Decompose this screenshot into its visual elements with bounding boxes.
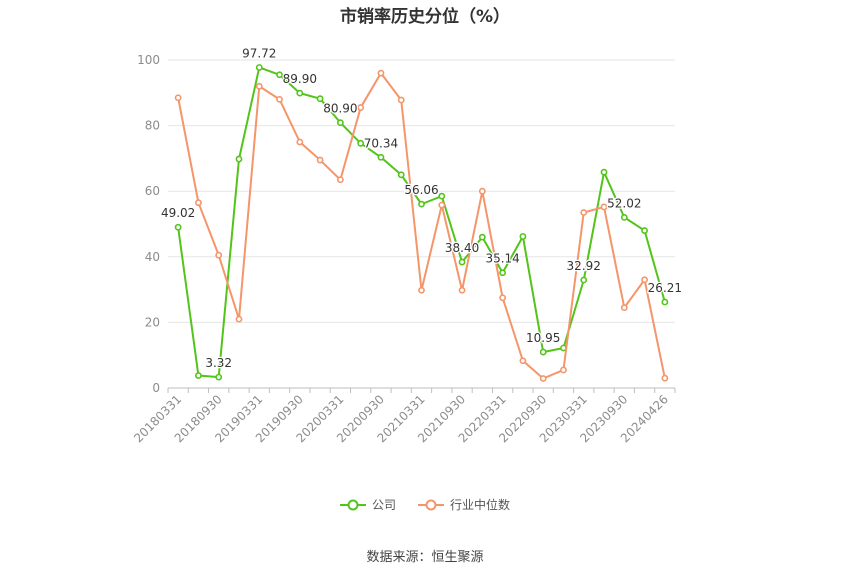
data-point	[458, 258, 466, 266]
data-point	[580, 276, 588, 284]
y-tick-label: 0	[152, 381, 160, 395]
data-point	[478, 233, 486, 241]
data-label: 80.90	[323, 102, 357, 116]
line-chart: 0204060801002018033120180930201903312019…	[131, 45, 684, 445]
data-point	[560, 366, 567, 374]
data-point	[316, 95, 324, 103]
data-point	[255, 64, 263, 71]
label-layer: 49.02 3.32 97.72 89.90 80.90 70.34 56.06 38.40 3…	[160, 45, 684, 371]
data-point	[438, 201, 446, 209]
data-point	[235, 155, 243, 163]
data-point	[174, 223, 182, 231]
data-point	[438, 192, 446, 200]
data-point	[195, 372, 202, 379]
data-point	[458, 286, 466, 294]
legend-item-industry-median[interactable]: 行业中位数	[418, 496, 510, 513]
data-label: 3.32	[205, 356, 232, 370]
data-point	[377, 69, 385, 77]
data-point	[620, 304, 628, 312]
legend-label-company: 公司	[371, 498, 396, 512]
data-point	[276, 95, 283, 103]
data-point	[316, 156, 324, 164]
data-point	[296, 89, 304, 97]
data-point	[336, 119, 344, 127]
data-point	[499, 269, 507, 277]
data-point	[620, 213, 628, 221]
data-label: 89.90	[283, 72, 317, 86]
data-point	[377, 153, 385, 161]
source-note: 数据来源：恒生聚源	[366, 550, 484, 565]
data-point	[661, 298, 669, 306]
data-point	[600, 168, 608, 176]
data-point	[336, 176, 344, 184]
data-label: 49.02	[161, 206, 195, 220]
data-label: 38.40	[445, 241, 479, 255]
data-label: 32.92	[567, 259, 601, 273]
data-point	[539, 348, 547, 356]
data-point	[357, 104, 365, 111]
data-label: 10.95	[526, 331, 560, 345]
series-line-0	[177, 66, 666, 379]
data-point	[418, 286, 425, 294]
data-point	[478, 187, 486, 195]
grid-layer	[168, 59, 675, 323]
data-label: 70.34	[364, 136, 398, 150]
y-tick-label: 20	[145, 315, 160, 329]
data-point	[600, 203, 608, 211]
data-point	[641, 227, 648, 234]
data-point	[580, 209, 588, 216]
chart-title: 市销率历史分位（%）	[339, 7, 511, 27]
data-point	[235, 315, 243, 323]
data-point	[418, 200, 425, 208]
y-tick-label: 100	[137, 53, 160, 67]
data-point	[215, 251, 223, 259]
data-point	[499, 294, 507, 302]
data-label: 26.21	[648, 281, 682, 295]
legend-marker-company-icon	[339, 499, 366, 510]
data-point	[519, 357, 527, 365]
y-tick-label: 80	[145, 119, 160, 133]
data-point	[357, 139, 365, 147]
data-point	[215, 373, 223, 381]
data-point	[397, 171, 405, 179]
y-tick-label: 40	[145, 250, 160, 264]
legend-label-industry-median: 行业中位数	[450, 498, 511, 512]
data-point	[195, 199, 202, 207]
series-line-1	[177, 72, 666, 380]
data-label: 97.72	[242, 46, 276, 60]
data-point	[539, 375, 547, 382]
legend-marker-industry-icon	[418, 499, 444, 510]
data-point	[397, 96, 405, 104]
data-point	[296, 138, 304, 146]
data-point	[519, 233, 527, 240]
legend-item-company[interactable]: 公司	[339, 496, 396, 513]
legend: 公司 行业中位数	[0, 496, 850, 513]
data-point	[174, 94, 182, 102]
data-point	[255, 82, 263, 90]
data-label: 35.14	[485, 252, 519, 266]
data-point	[641, 276, 648, 284]
data-point	[661, 374, 669, 382]
data-point	[276, 71, 283, 79]
y-tick-label: 60	[145, 184, 160, 198]
series-layer	[174, 64, 669, 382]
data-label: 52.02	[607, 196, 641, 210]
data-label: 56.06	[404, 183, 438, 197]
